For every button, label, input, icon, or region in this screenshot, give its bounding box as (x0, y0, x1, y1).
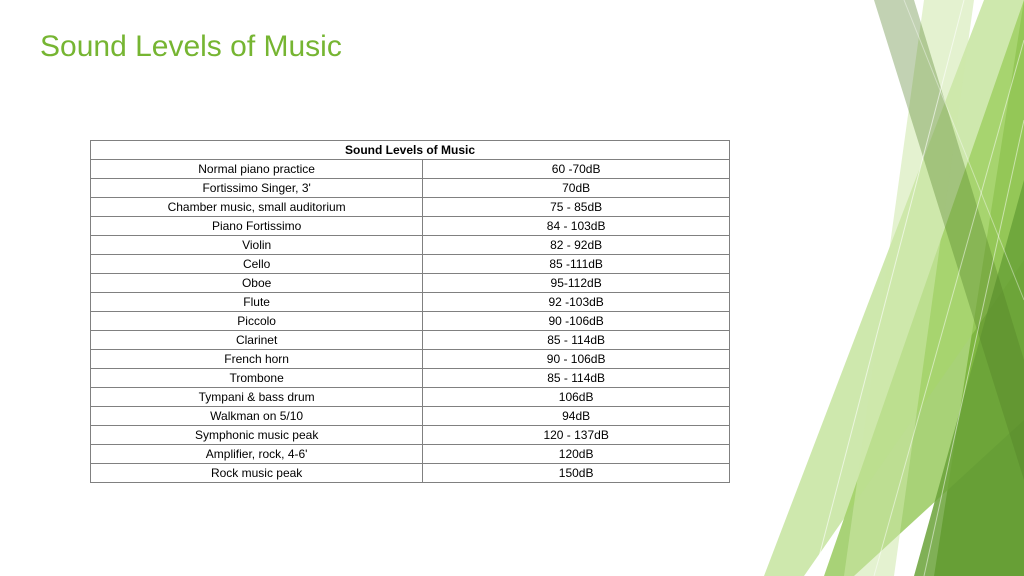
level-cell: 150dB (423, 464, 730, 483)
level-cell: 85 - 114dB (423, 331, 730, 350)
source-cell: Clarinet (91, 331, 423, 350)
level-cell: 120dB (423, 445, 730, 464)
slide: Sound Levels of Music Sound Levels of Mu… (0, 0, 1024, 576)
level-cell: 90 -106dB (423, 312, 730, 331)
table-row: Chamber music, small auditorium75 - 85dB (91, 198, 730, 217)
source-cell: Chamber music, small auditorium (91, 198, 423, 217)
table-row: Piano Fortissimo84 - 103dB (91, 217, 730, 236)
source-cell: Cello (91, 255, 423, 274)
level-cell: 70dB (423, 179, 730, 198)
source-cell: Piccolo (91, 312, 423, 331)
table-body: Normal piano practice60 -70dBFortissimo … (91, 160, 730, 483)
table-row: Oboe95-112dB (91, 274, 730, 293)
table-row: Tympani & bass drum106dB (91, 388, 730, 407)
level-cell: 75 - 85dB (423, 198, 730, 217)
level-cell: 95-112dB (423, 274, 730, 293)
level-cell: 94dB (423, 407, 730, 426)
level-cell: 120 - 137dB (423, 426, 730, 445)
level-cell: 84 - 103dB (423, 217, 730, 236)
source-cell: Violin (91, 236, 423, 255)
level-cell: 85 -111dB (423, 255, 730, 274)
table-row: Walkman on 5/1094dB (91, 407, 730, 426)
source-cell: Symphonic music peak (91, 426, 423, 445)
source-cell: Fortissimo Singer, 3' (91, 179, 423, 198)
level-cell: 60 -70dB (423, 160, 730, 179)
table-row: Cello85 -111dB (91, 255, 730, 274)
table-row: Normal piano practice60 -70dB (91, 160, 730, 179)
source-cell: Tympani & bass drum (91, 388, 423, 407)
table-container: Sound Levels of Music Normal piano pract… (90, 140, 730, 483)
table-row: Clarinet85 - 114dB (91, 331, 730, 350)
source-cell: Walkman on 5/10 (91, 407, 423, 426)
level-cell: 82 - 92dB (423, 236, 730, 255)
table-row: Trombone85 - 114dB (91, 369, 730, 388)
table-row: French horn90 - 106dB (91, 350, 730, 369)
table-row: Flute92 -103dB (91, 293, 730, 312)
table-row: Violin82 - 92dB (91, 236, 730, 255)
source-cell: Flute (91, 293, 423, 312)
table-row: Symphonic music peak120 - 137dB (91, 426, 730, 445)
table-title-cell: Sound Levels of Music (91, 141, 730, 160)
table-row: Rock music peak150dB (91, 464, 730, 483)
table-row: Amplifier, rock, 4-6'120dB (91, 445, 730, 464)
source-cell: Normal piano practice (91, 160, 423, 179)
level-cell: 85 - 114dB (423, 369, 730, 388)
table-title-row: Sound Levels of Music (91, 141, 730, 160)
source-cell: Trombone (91, 369, 423, 388)
source-cell: Rock music peak (91, 464, 423, 483)
source-cell: Amplifier, rock, 4-6' (91, 445, 423, 464)
level-cell: 106dB (423, 388, 730, 407)
level-cell: 92 -103dB (423, 293, 730, 312)
facet-decoration (764, 0, 1024, 576)
table-row: Fortissimo Singer, 3'70dB (91, 179, 730, 198)
source-cell: Oboe (91, 274, 423, 293)
level-cell: 90 - 106dB (423, 350, 730, 369)
source-cell: Piano Fortissimo (91, 217, 423, 236)
source-cell: French horn (91, 350, 423, 369)
table-row: Piccolo90 -106dB (91, 312, 730, 331)
page-title: Sound Levels of Music (40, 30, 342, 64)
sound-levels-table: Sound Levels of Music Normal piano pract… (90, 140, 730, 483)
